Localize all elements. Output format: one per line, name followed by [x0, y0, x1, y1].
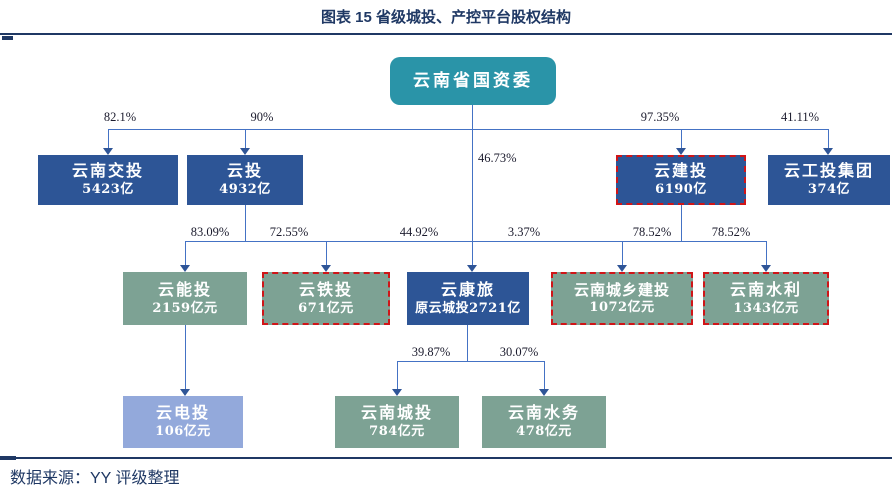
connector-nengtou-diantou [185, 325, 187, 391]
node-name: 云工投集团 [783, 161, 874, 181]
arrow-down-icon [617, 265, 627, 272]
connector-v-tietou [326, 241, 328, 267]
connector-root-vertical [472, 105, 474, 265]
node-nengtou: 云能投 2159亿元 [123, 272, 247, 325]
pct-label-cxjt: 78.52% [632, 225, 672, 239]
connector-v-nengtou [185, 241, 187, 267]
connector-v-shuiwu [544, 361, 546, 391]
node-value: 2159亿元 [152, 300, 218, 316]
connector-v-shuili [766, 241, 768, 267]
arrow-down-icon [321, 265, 331, 272]
node-name: 云南城投 [360, 403, 433, 423]
node-tietou: 云铁投 671亿元 [262, 272, 390, 325]
node-value: 4932亿 [219, 182, 271, 198]
pct-label-kanglv-jiantou: 3.37% [507, 225, 541, 239]
pct-label-yuntou: 90% [250, 110, 274, 124]
node-yuntou: 云投 4932亿 [187, 155, 303, 205]
connector-rail-3 [397, 361, 544, 363]
node-name: 云能投 [157, 279, 212, 299]
node-value: 106亿元 [155, 424, 211, 440]
title-rule [0, 33, 892, 35]
node-diantou: 云电投 106亿元 [123, 396, 243, 448]
connector-v-jiantou [681, 129, 683, 150]
node-name: 云南交投 [71, 161, 144, 181]
pct-label-gongtou: 41.11% [780, 110, 820, 124]
pct-label-jiaotou: 82.1% [103, 110, 137, 124]
node-chengtou: 云南城投 784亿元 [335, 396, 459, 448]
node-name: 云南水务 [507, 403, 580, 423]
arrow-down-icon [539, 389, 549, 396]
arrow-down-icon [240, 148, 250, 155]
pct-label-tietou: 72.55% [269, 225, 309, 239]
node-name: 云铁投 [298, 279, 353, 299]
pct-label-kanglv-root: 46.73% [478, 151, 517, 165]
node-value: 5423亿 [82, 182, 134, 198]
arrow-down-icon [180, 265, 190, 272]
pct-label-shuiwu: 30.07% [499, 345, 539, 359]
node-value: 374亿 [807, 182, 851, 198]
node-value: 671亿元 [298, 300, 354, 316]
node-shuili: 云南水利 1343亿元 [703, 272, 829, 325]
figure-title: 图表 15 省级城投、产控平台股权结构 [320, 9, 572, 26]
node-value: 784亿元 [369, 424, 425, 440]
node-name: 云投 [226, 161, 263, 181]
title-rule-left-dash [2, 36, 13, 40]
node-jiaotou: 云南交投 5423亿 [38, 155, 178, 205]
node-name: 云南水利 [729, 279, 802, 299]
node-gongtou: 云工投集团 374亿 [768, 155, 890, 205]
pct-label-nengtou: 83.09% [190, 225, 230, 239]
arrow-down-icon [180, 389, 190, 396]
connector-kanglv-down [467, 325, 469, 361]
pct-label-shuili: 78.52% [711, 225, 751, 239]
pct-label-kanglv-yuntou: 44.92% [399, 225, 439, 239]
node-name: 云建投 [653, 161, 708, 181]
node-shuiwu: 云南水务 478亿元 [482, 396, 606, 448]
arrow-down-icon [103, 148, 113, 155]
node-value: 1343亿元 [733, 300, 799, 316]
node-value: 1072亿元 [589, 300, 655, 316]
node-root: 云南省国资委 [390, 57, 556, 105]
node-name: 云电投 [155, 403, 210, 423]
arrow-down-icon [676, 148, 686, 155]
pct-label-chengtou: 39.87% [411, 345, 451, 359]
node-value: 6190亿 [655, 182, 707, 198]
node-cxjt: 云南城乡建投 1072亿元 [551, 272, 693, 325]
connector-v-cxjt [622, 241, 624, 267]
node-kanglv: 云康旅 原云城投2721亿 [407, 272, 529, 325]
arrow-down-icon [761, 265, 771, 272]
pct-label-jiantou: 97.35% [640, 110, 680, 124]
node-value: 478亿元 [516, 424, 572, 440]
node-jiantou: 云建投 6190亿 [616, 155, 746, 205]
connector-rail-2 [185, 241, 766, 243]
node-name: 云南省国资委 [413, 70, 533, 91]
node-value: 原云城投2721亿 [415, 300, 521, 316]
connector-v-jiaotou [108, 129, 110, 150]
node-name: 云康旅 [440, 279, 495, 299]
arrow-down-icon [823, 148, 833, 155]
connector-jiantou-down [681, 205, 683, 241]
connector-v-yuntou [245, 129, 247, 150]
connector-yuntou-down [245, 205, 247, 241]
node-name: 云南城乡建投 [573, 280, 670, 299]
connector-v-gongtou [828, 129, 830, 150]
source-rule [0, 457, 892, 459]
connector-rail-1 [108, 129, 828, 131]
arrow-down-icon [467, 265, 477, 272]
connector-v-chengtou [397, 361, 399, 391]
source-note: 数据来源：YY 评级整理 [10, 470, 180, 487]
arrow-down-icon [392, 389, 402, 396]
